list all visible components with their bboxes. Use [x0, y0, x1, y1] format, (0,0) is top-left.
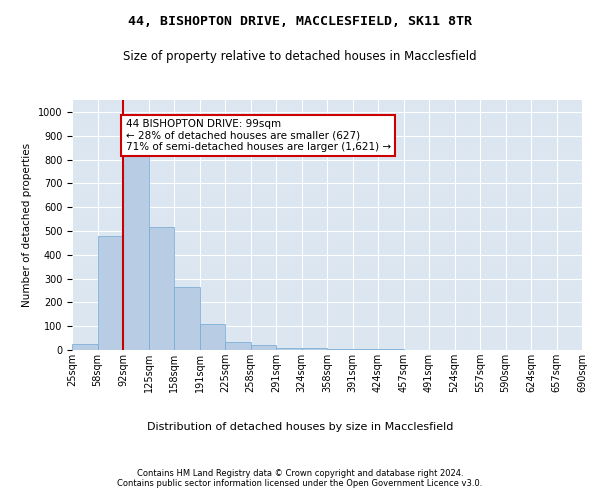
Text: Distribution of detached houses by size in Macclesfield: Distribution of detached houses by size … [147, 422, 453, 432]
Text: Contains public sector information licensed under the Open Government Licence v3: Contains public sector information licen… [118, 478, 482, 488]
Bar [302, 348, 327, 350]
Text: 44 BISHOPTON DRIVE: 99sqm
← 28% of detached houses are smaller (627)
71% of semi: 44 BISHOPTON DRIVE: 99sqm ← 28% of detac… [125, 119, 391, 152]
Y-axis label: Number of detached properties: Number of detached properties [22, 143, 32, 307]
Text: Size of property relative to detached houses in Macclesfield: Size of property relative to detached ho… [123, 50, 477, 63]
Bar [72, 344, 97, 350]
Bar [353, 349, 378, 350]
Text: Contains HM Land Registry data © Crown copyright and database right 2024.: Contains HM Land Registry data © Crown c… [137, 468, 463, 477]
Text: 44, BISHOPTON DRIVE, MACCLESFIELD, SK11 8TR: 44, BISHOPTON DRIVE, MACCLESFIELD, SK11 … [128, 15, 472, 28]
Bar [225, 342, 251, 350]
Bar [251, 345, 276, 350]
Bar [199, 324, 225, 350]
Bar [149, 228, 174, 350]
Bar [276, 348, 302, 350]
Bar [327, 349, 353, 350]
Bar [123, 155, 149, 350]
Bar [97, 236, 123, 350]
Bar [174, 287, 199, 350]
